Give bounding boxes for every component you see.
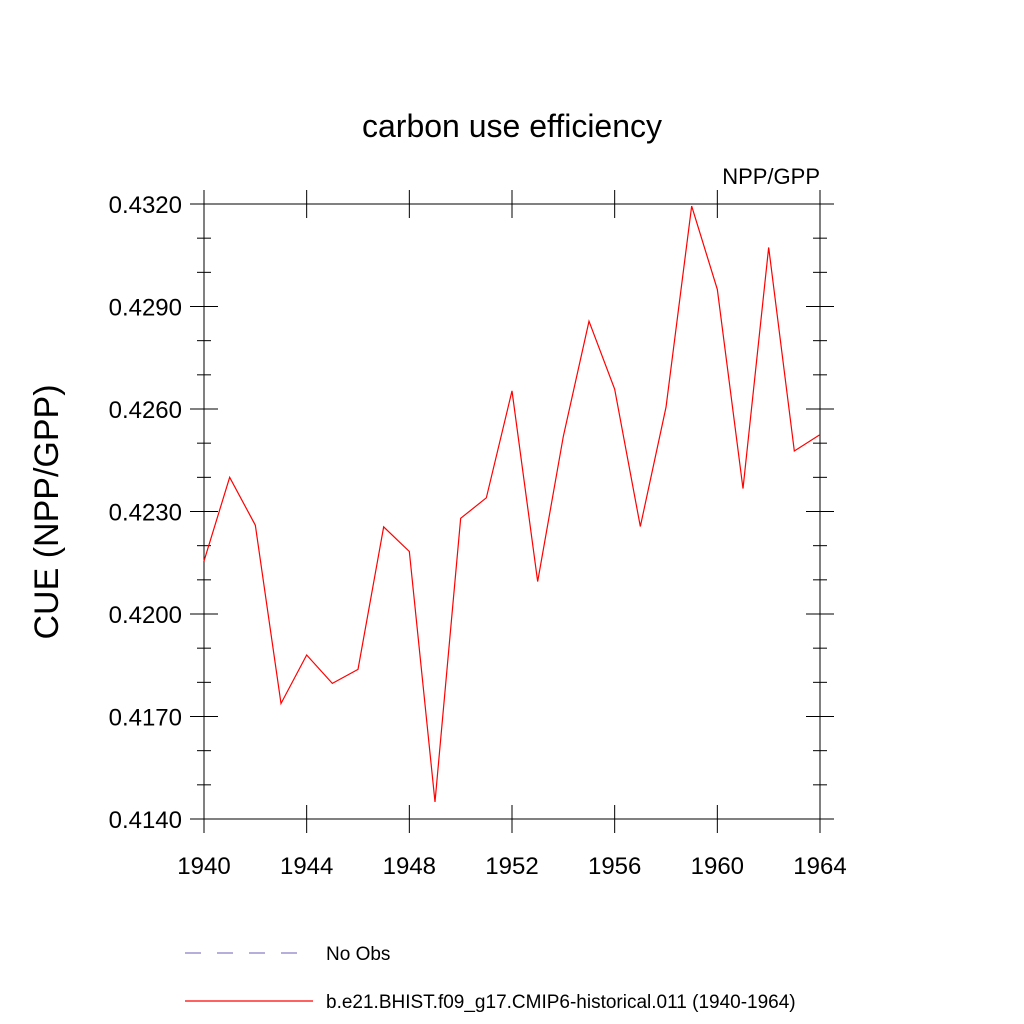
x-tick-label: 1964 bbox=[793, 853, 846, 880]
x-tick-label: 1944 bbox=[280, 853, 333, 880]
plot-frame bbox=[203, 203, 821, 820]
legend-label-historical: b.e21.BHIST.f09_g17.CMIP6-historical.011… bbox=[326, 992, 796, 1013]
legend-item-no-obs: No Obs bbox=[185, 944, 390, 965]
y-tick-label: 0.4320 bbox=[109, 192, 182, 219]
y-axis-label: CUE (NPP/GPP) bbox=[28, 384, 66, 639]
legend-item-historical: b.e21.BHIST.f09_g17.CMIP6-historical.011… bbox=[185, 992, 796, 1013]
x-axis-ticks: 1940 1944 1948 1952 1956 1960 1964 bbox=[177, 190, 847, 880]
legend-label-no-obs: No Obs bbox=[326, 944, 390, 965]
y-tick-label: 0.4140 bbox=[109, 807, 182, 834]
x-tick-label: 1948 bbox=[383, 853, 436, 880]
chart-title: carbon use efficiency bbox=[362, 108, 662, 144]
y-tick-label: 0.4230 bbox=[109, 500, 182, 527]
y-tick-label: 0.4290 bbox=[109, 295, 182, 322]
chart-subtitle: NPP/GPP bbox=[722, 164, 820, 189]
y-tick-label: 0.4260 bbox=[109, 397, 182, 424]
x-tick-label: 1952 bbox=[485, 853, 538, 880]
x-tick-label: 1960 bbox=[691, 853, 744, 880]
x-tick-label: 1956 bbox=[588, 853, 641, 880]
series-line-historical bbox=[203, 205, 821, 802]
legend: No Obs b.e21.BHIST.f09_g17.CMIP6-histori… bbox=[185, 944, 796, 1013]
series-layer bbox=[203, 205, 821, 802]
x-tick-label: 1940 bbox=[177, 853, 230, 880]
y-tick-label: 0.4200 bbox=[109, 602, 182, 629]
y-tick-label: 0.4170 bbox=[109, 705, 182, 732]
y-axis-ticks: 0.4140 0.4170 0.4200 0.4230 0.4260 0.4290 0.43… bbox=[109, 192, 834, 834]
